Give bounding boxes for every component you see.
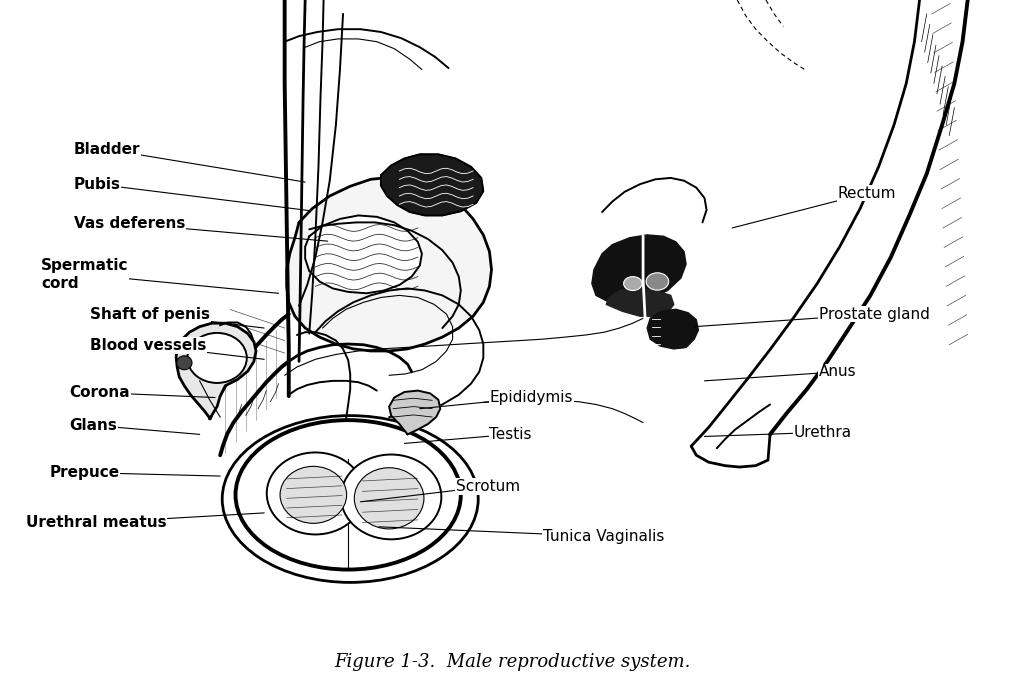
Ellipse shape	[624, 277, 642, 291]
Text: Figure 1-3.  Male reproductive system.: Figure 1-3. Male reproductive system.	[334, 653, 690, 671]
Polygon shape	[305, 215, 422, 293]
Ellipse shape	[236, 420, 461, 570]
Text: Anus: Anus	[705, 364, 857, 381]
Ellipse shape	[187, 333, 247, 383]
Polygon shape	[381, 154, 483, 215]
Text: Vas deferens: Vas deferens	[74, 216, 328, 241]
Text: Testis: Testis	[404, 427, 532, 443]
Polygon shape	[176, 323, 256, 418]
Polygon shape	[647, 309, 698, 349]
Text: Epididymis: Epididymis	[420, 390, 573, 409]
Polygon shape	[389, 391, 440, 434]
Text: Glans: Glans	[70, 418, 200, 434]
Text: Urethra: Urethra	[705, 425, 852, 440]
Text: Spermatic
cord: Spermatic cord	[41, 259, 279, 293]
Text: Tunica Vaginalis: Tunica Vaginalis	[379, 527, 665, 544]
Polygon shape	[592, 235, 686, 304]
Text: Shaft of penis: Shaft of penis	[90, 306, 264, 328]
Text: Prepuce: Prepuce	[49, 465, 220, 480]
Ellipse shape	[266, 452, 365, 534]
Text: Bladder: Bladder	[74, 142, 305, 182]
Polygon shape	[287, 177, 492, 351]
Text: Blood vessels: Blood vessels	[90, 338, 264, 359]
Text: Pubis: Pubis	[74, 177, 309, 211]
Text: Prostate gland: Prostate gland	[694, 306, 930, 327]
Text: Scrotum: Scrotum	[360, 479, 520, 502]
Polygon shape	[606, 288, 674, 316]
Text: Corona: Corona	[70, 385, 215, 400]
Text: Urethral meatus: Urethral meatus	[26, 513, 264, 530]
Ellipse shape	[280, 466, 346, 523]
Ellipse shape	[341, 455, 441, 539]
Text: Rectum: Rectum	[732, 186, 896, 228]
Ellipse shape	[646, 272, 669, 291]
Ellipse shape	[176, 356, 193, 370]
Ellipse shape	[354, 468, 424, 529]
